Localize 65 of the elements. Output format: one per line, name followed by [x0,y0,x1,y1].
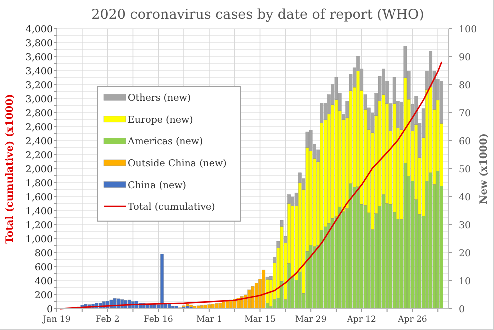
y2-tick-label: 100 [459,24,478,36]
x-tick-label: Mar 1 [196,315,222,325]
legend-label: Outside China (new) [128,158,227,170]
y-tick-label: 1,600 [26,192,53,204]
bar [254,283,258,310]
y2-tick-label: 30 [459,220,472,232]
y2-axis-title: New (x1000) [479,134,490,204]
bar [208,304,212,310]
bar [226,301,230,310]
y2-tick-label: 40 [459,192,472,204]
y2-tick-label: 0 [459,304,466,316]
y-tick-label: 0 [46,304,53,316]
bar [248,290,252,310]
line-series [60,62,442,310]
y-tick-label: 3,600 [26,52,53,64]
y-tick-label: 1,800 [26,178,53,190]
x-tick-label: Mar 29 [295,315,327,325]
x-tick-label: Feb 2 [96,315,120,325]
x-tick-label: Jan 19 [42,315,71,325]
y-axis-title: Total (cumulative) (x1000) [5,94,16,244]
y-tick-label: 600 [34,262,53,274]
bar [262,270,266,310]
y2-tick-label: 90 [459,52,472,64]
y2-tick-label: 70 [459,108,472,120]
bar [211,304,215,310]
y-tick-label: 4,000 [26,24,53,36]
y-tick-label: 800 [34,248,53,260]
x-tick-label: Feb 16 [144,315,174,325]
bar [190,304,193,308]
y-tick-label: 2,800 [26,108,53,120]
legend-label: Total (cumulative) [128,202,216,214]
x-tick-label: Apr 26 [397,315,428,325]
y-tick-label: 3,200 [26,80,53,92]
y-tick-label: 200 [34,290,53,302]
y-tick-label: 3,400 [26,66,53,78]
bar [193,306,197,310]
y-tick-label: 2,600 [26,122,53,134]
legend-label: Others (new) [128,93,192,104]
bar [215,304,218,310]
legend-label: Americas (new) [127,136,204,148]
y2-tick-label: 20 [459,248,472,260]
legend-label: China (new) [128,180,187,192]
bar [222,302,226,310]
legend-label: Europe (new) [128,114,194,126]
y-tick-label: 2,000 [26,164,53,176]
y2-tick-label: 50 [459,164,472,176]
y-tick-label: 1,200 [26,220,53,232]
x-tick-label: Mar 15 [244,315,276,325]
y2-tick-label: 10 [459,276,472,288]
chart-title: 2020 coronavirus cases by date of report (WHO) [92,7,424,23]
y-tick-label: 3,000 [26,94,53,106]
y2-tick-label: 60 [459,136,472,148]
y-tick-label: 2,400 [26,136,53,148]
y-tick-label: 400 [34,276,53,288]
bar [251,286,255,310]
y-tick-label: 1,400 [26,206,53,218]
bar [171,306,175,310]
y-tick-label: 1,000 [26,234,53,246]
bar [218,302,222,310]
y-tick-label: 3,800 [26,38,53,50]
y2-tick-label: 80 [459,80,472,92]
bar [196,306,200,310]
y-tick-label: 2,200 [26,150,53,162]
x-tick-label: Apr 12 [346,315,376,325]
bar [160,254,164,310]
